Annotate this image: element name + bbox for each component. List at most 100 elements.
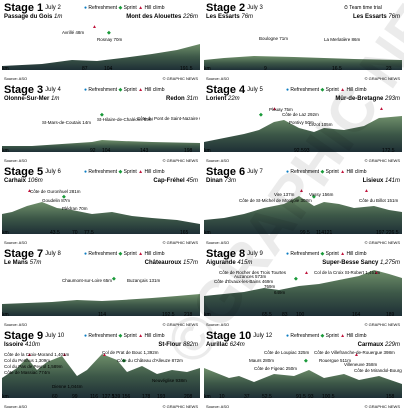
start-altitude: 106m <box>27 178 43 184</box>
credit-label: © GRAPHIC NEWS <box>162 322 198 327</box>
sprint-icon: ◆ <box>118 5 124 11</box>
sprint-marker: ◆ <box>112 276 116 282</box>
start-location: Le Mans 57m <box>4 260 42 266</box>
profile-location-label: Côte de Massiac 774m <box>4 370 51 375</box>
finish-altitude: 1,275m <box>379 260 400 266</box>
hill-climb-icon: ▲ <box>138 87 145 93</box>
source-label: Source: ASO <box>206 158 230 163</box>
hill-climb-marker: ▲ <box>92 24 97 30</box>
km-tick-label: 198 <box>184 148 193 154</box>
stage-panel: Stage 4 July 5 ● Refreshment ◆ Sprint ▲ Hi… <box>204 84 402 163</box>
km-tick-label: km <box>2 66 9 72</box>
profile-area <box>204 270 402 316</box>
start-altitude: 73m <box>224 178 237 184</box>
km-tick-label: km <box>204 230 211 236</box>
profile-location-label: Côte du Pont de Saint-Nazaire 66m <box>137 116 200 121</box>
credit-label: © GRAPHIC NEWS <box>162 158 198 163</box>
hill-climb-icon: ▲ <box>340 333 347 339</box>
profile-location-label: Côte du Château d'Alleuze 872m <box>117 358 183 363</box>
stage-panel: Stage 10 July 12 ● Refreshment ◆ Sprint ▲ … <box>204 330 402 409</box>
profile-area <box>2 140 200 152</box>
hill-climb-icon: ▲ <box>138 169 145 175</box>
finish-altitude: 45m <box>186 178 198 184</box>
km-tick-label: 23 <box>386 66 392 72</box>
legend-label: Sprint <box>325 87 341 93</box>
legend-label: Sprint <box>325 169 341 175</box>
km-tick-label: 158 <box>386 394 395 400</box>
km-tick-label: 121 <box>324 230 333 236</box>
km-axis: km 43.5 70 77.5 165 <box>2 230 200 238</box>
finish-altitude: 226m <box>182 14 198 20</box>
profile-location-label: St-Mars-de-Coutais 14m <box>42 120 92 125</box>
sprint-icon: ◆ <box>118 87 124 93</box>
finish-location: Mûr-de-Bretagne 293m <box>335 96 400 102</box>
finish-altitude: 141m <box>384 178 400 184</box>
stage-legend: ● Refreshment ◆ Sprint ▲ Hill climb <box>84 169 164 175</box>
stage-title: Stage 9 July 10 <box>4 330 65 342</box>
legend-label: Hill climb <box>144 251 165 257</box>
profile-location-label: Buzançais 131m <box>127 278 161 283</box>
km-tick-label: 127.5 <box>102 394 115 400</box>
finish-location: St-Flour 882m <box>158 342 198 348</box>
stage-date: July 6 <box>45 169 61 176</box>
credit-label: © GRAPHIC NEWS <box>162 404 198 409</box>
hill-climb-icon: ▲ <box>340 87 347 93</box>
km-tick-label: 100.5 <box>322 394 335 400</box>
finish-altitude: 882m <box>182 342 198 348</box>
profile-location-label: Côte de Loupiac 325m <box>264 350 310 355</box>
km-tick-label: 116 <box>90 394 98 400</box>
legend-label: Sprint <box>325 251 341 257</box>
legend-label: Hill climb <box>346 169 367 175</box>
km-tick-label: 87 <box>82 66 88 72</box>
km-tick-label: 114 <box>316 230 324 236</box>
legend-label: Hill climb <box>144 169 165 175</box>
km-tick-label: km <box>204 394 211 400</box>
legend-label: Sprint <box>325 333 341 339</box>
stage-date: July 7 <box>247 169 263 176</box>
refreshment-icon: ● <box>84 333 89 339</box>
source-label: Source: ASO <box>4 404 28 409</box>
profile-area <box>204 196 402 234</box>
km-tick-label: km <box>2 312 9 318</box>
profile-location-label: Goudelin 87m <box>42 198 71 203</box>
legend-label: Sprint <box>123 251 139 257</box>
profile-area <box>204 116 402 152</box>
sprint-icon: ◆ <box>118 169 124 175</box>
start-altitude: 57m <box>29 260 42 266</box>
sprint-icon: ◆ <box>320 251 326 257</box>
elevation-profile: ▲ ▲ ◆ <box>204 270 402 316</box>
start-location: Olonne-Sur-Mer 1m <box>4 96 60 102</box>
sprint-icon: ◆ <box>320 333 326 339</box>
legend-label: Hill climb <box>144 5 165 11</box>
sprint-marker: ◆ <box>312 194 316 200</box>
stage-date: July 4 <box>45 87 61 94</box>
km-axis: km 60 99 116 127.5 139 156 178 193 208 <box>2 394 200 402</box>
legend-label: Hill climb <box>346 251 367 257</box>
finish-location: Redon 31m <box>165 96 198 102</box>
start-altitude: 22m <box>228 96 240 102</box>
elevation-profile: ▲◆ <box>204 352 402 398</box>
km-tick-label: 156 <box>122 394 131 400</box>
legend-label: Hill climb <box>346 87 367 93</box>
start-altitude: 410m <box>25 342 41 348</box>
km-tick-label: 100 <box>296 312 305 318</box>
legend-label: Hill climb <box>144 87 165 93</box>
km-tick-label: 139 <box>112 394 121 400</box>
source-label: Source: ASO <box>4 76 28 81</box>
profile-location-label: Boulogne 71m <box>259 36 289 41</box>
stage-panel: Stage 6 July 7 ● Refreshment ◆ Sprint ▲ Hi… <box>204 166 402 245</box>
stage-panel: Stage 1 July 2 ● Refreshment ◆ Sprint ▲ Hi… <box>2 2 200 81</box>
finish-altitude: 76m <box>388 14 400 20</box>
stage-date: July 10 <box>45 333 65 340</box>
km-tick-label: 92.5 <box>294 148 304 154</box>
profile-location-label: Côte de Villefranche-de-Rouergue 398m <box>314 350 395 355</box>
hill-climb-marker: ▲ <box>272 106 277 112</box>
km-axis: km 9 16.5 23 <box>204 66 402 74</box>
km-tick-label: 60 <box>52 394 58 400</box>
km-tick-label: 218 <box>184 312 193 318</box>
profile-area <box>204 368 402 398</box>
stage-title: Stage 7 July 8 <box>4 248 61 260</box>
km-tick-label: 226.5 <box>386 230 399 236</box>
hill-climb-icon: ▲ <box>138 333 145 339</box>
